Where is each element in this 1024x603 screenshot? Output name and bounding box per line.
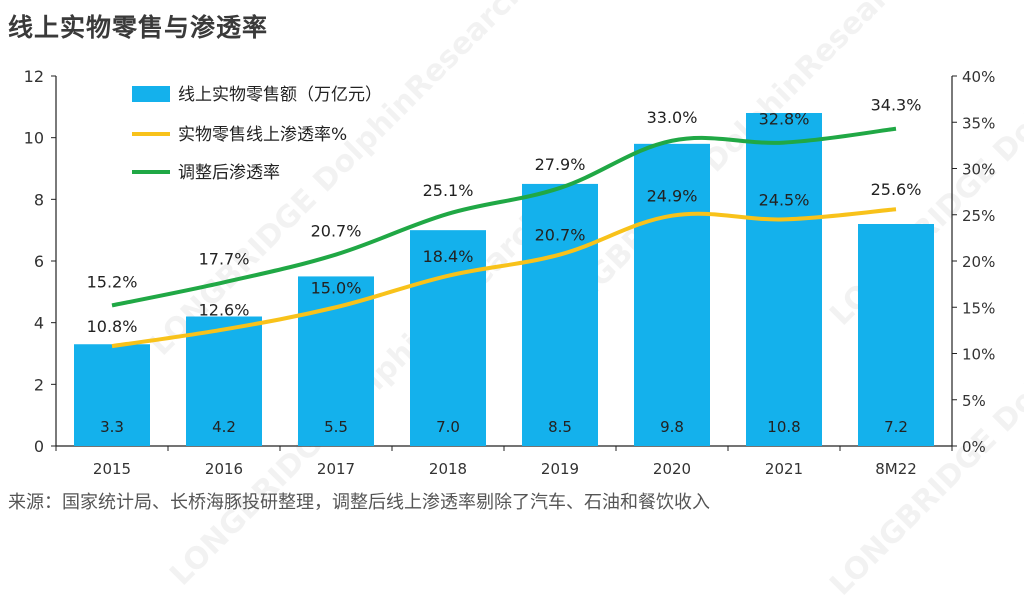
series-line-adjusted-penetration — [111, 126, 897, 308]
bar-value-label: 10.8 — [767, 418, 800, 436]
chart-page: { "title": "线上实物零售与渗透率", "source": "来源：国… — [8, 0, 1024, 603]
bar-value-label: 8.5 — [548, 418, 572, 436]
bar — [298, 276, 374, 446]
bar-value-label: 5.5 — [324, 418, 348, 436]
x-tick-label: 2021 — [765, 460, 803, 478]
y-tick-label-right: 40% — [962, 68, 995, 86]
y-tick-label-right: 35% — [962, 114, 995, 132]
line-value-label-penetration: 24.9% — [647, 187, 698, 206]
line-value-label-adjusted: 15.2% — [87, 272, 138, 291]
x-tick-label: 2017 — [317, 460, 355, 478]
bar — [522, 183, 598, 446]
line-value-label-penetration: 25.6% — [871, 180, 922, 199]
bar-value-label: 7.2 — [884, 418, 908, 436]
line-value-label-penetration: 24.5% — [759, 190, 810, 209]
y-tick-label-right: 25% — [962, 207, 995, 225]
x-tick-label: 2020 — [653, 460, 691, 478]
y-tick-label-right: 10% — [962, 346, 995, 364]
y-tick-label-right: 30% — [962, 161, 995, 179]
y-tick-label-left: 0 — [34, 437, 44, 456]
line-value-label-adjusted: 32.8% — [759, 110, 810, 129]
combo-chart: 0 2 4 6 8 10 12 0% 5% 10% 15% 20% 25% 30% 35% 40% 2015 20… — [24, 67, 996, 478]
x-tick-label: 2016 — [205, 460, 243, 478]
line-value-label-penetration: 12.6% — [199, 300, 250, 319]
y-tick-label-left: 4 — [34, 314, 44, 333]
bar — [186, 316, 262, 446]
line-value-label-adjusted: 17.7% — [199, 249, 250, 268]
y-tick-label-left: 12 — [24, 67, 44, 86]
legend-label-penetration: 实物零售线上渗透率% — [178, 125, 347, 145]
chart-title: 线上实物零售与渗透率 — [8, 13, 269, 42]
line-value-label-penetration: 10.8% — [87, 317, 138, 336]
bar — [74, 344, 150, 446]
bar-value-label: 3.3 — [100, 418, 124, 436]
series-line-penetration — [111, 207, 897, 349]
line-value-label-adjusted: 20.7% — [311, 222, 362, 241]
bar — [858, 224, 934, 446]
bar — [410, 230, 486, 446]
y-tick-label-left: 6 — [34, 252, 44, 271]
source-note: 来源：国家统计局、长桥海豚投研整理，调整后线上渗透率剔除了汽车、石油和餐饮收入 — [8, 492, 710, 513]
line-value-label-adjusted: 33.0% — [647, 108, 698, 127]
y-tick-label-right: 0% — [962, 438, 986, 456]
y-tick-label-right: 15% — [962, 299, 995, 317]
bar-value-label: 9.8 — [660, 418, 684, 436]
line-value-label-adjusted: 25.1% — [423, 181, 474, 200]
legend-swatch-bar — [132, 86, 170, 102]
x-tick-label: 2018 — [429, 460, 467, 478]
line-value-label-adjusted: 27.9% — [535, 155, 586, 174]
line-value-label-penetration: 15.0% — [311, 278, 362, 297]
line-value-label-penetration: 18.4% — [423, 247, 474, 266]
y-tick-label-right: 5% — [962, 392, 986, 410]
legend-label-bar: 线上实物零售额（万亿元） — [178, 85, 382, 105]
line-value-label-adjusted: 34.3% — [871, 96, 922, 115]
y-tick-label-right: 20% — [962, 253, 995, 271]
y-tick-label-left: 2 — [34, 375, 44, 394]
x-tick-label: 8M22 — [875, 460, 917, 478]
y-tick-label-left: 10 — [24, 129, 44, 148]
legend-label-adjusted: 调整后渗透率 — [178, 163, 280, 183]
x-tick-label: 2015 — [93, 460, 131, 478]
line-value-label-penetration: 20.7% — [535, 226, 586, 245]
x-tick-label: 2019 — [541, 460, 579, 478]
bar — [746, 113, 822, 446]
y-tick-label-left: 8 — [34, 190, 44, 209]
bar — [634, 143, 710, 447]
bar-value-label: 7.0 — [436, 418, 460, 436]
bar-value-label: 4.2 — [212, 418, 236, 436]
